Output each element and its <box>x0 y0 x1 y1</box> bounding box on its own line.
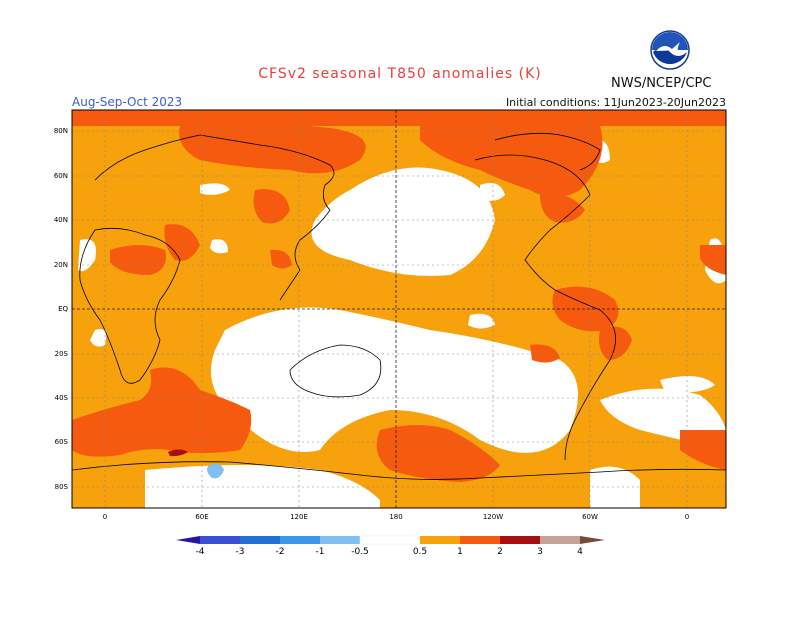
colorbar-label: 3 <box>537 547 543 557</box>
anomaly-field <box>72 110 726 508</box>
lat-label: 20S <box>54 350 68 358</box>
lat-label: 60S <box>54 438 68 446</box>
lat-label: 80S <box>54 483 68 491</box>
colorbar-segment <box>460 536 500 544</box>
noaa-logo <box>650 30 690 70</box>
colorbar-segment <box>280 536 320 544</box>
lon-label: 60W <box>582 513 598 521</box>
colorbar-label: 2 <box>497 547 503 557</box>
lon-label: 180 <box>389 513 403 521</box>
colorbar-arrow-right <box>580 536 605 544</box>
colorbar-segment <box>359 535 421 545</box>
neutral-regions <box>78 139 726 508</box>
lon-label: 0 <box>102 513 108 521</box>
colorbar-segment <box>320 536 360 544</box>
colorbar-segment <box>540 536 580 544</box>
lon-label: 120W <box>482 513 504 521</box>
graticule <box>72 110 726 508</box>
very-strong-warm-regions <box>168 449 188 457</box>
colorbar-label: -0.5 <box>351 547 369 557</box>
coastlines <box>72 132 726 480</box>
colorbar-segment <box>200 536 240 544</box>
colorbar-label: 4 <box>577 547 583 557</box>
colorbar-label: -3 <box>235 547 245 557</box>
agency-label: NWS/NCEP/CPC <box>611 76 712 91</box>
lat-label: 60N <box>53 172 68 180</box>
lon-label: 60E <box>195 513 209 521</box>
lat-label: 40N <box>53 216 68 224</box>
colorbar-segment <box>500 536 540 544</box>
lat-label: 40S <box>54 394 68 402</box>
colorbar-arrow-left <box>176 536 200 544</box>
colorbar-label: -4 <box>195 547 205 557</box>
weak-cold-regions <box>207 463 224 479</box>
colorbar-segment <box>420 536 460 544</box>
chart-title: CFSv2 seasonal T850 anomalies (K) <box>258 66 542 82</box>
colorbar-label: -1 <box>315 547 325 557</box>
colorbar-label: 1 <box>457 547 463 557</box>
lon-label: 0 <box>684 513 690 521</box>
lon-label: 120E <box>290 513 308 521</box>
colorbar <box>176 535 605 545</box>
forecast-period: Aug-Sep-Oct 2023 <box>72 95 183 109</box>
equator-and-dateline <box>72 110 726 508</box>
colorbar-label: -2 <box>275 547 285 557</box>
colorbar-segment <box>240 536 280 544</box>
moderate-warm-regions <box>72 110 726 482</box>
colorbar-label: 0.5 <box>412 547 428 557</box>
initial-conditions: Initial conditions: 11Jun2023-20Jun2023 <box>505 96 726 109</box>
map-frame <box>71 109 727 509</box>
lat-label: 80N <box>53 127 68 135</box>
lat-label: 20N <box>53 261 68 269</box>
lat-label: EQ <box>58 305 68 313</box>
